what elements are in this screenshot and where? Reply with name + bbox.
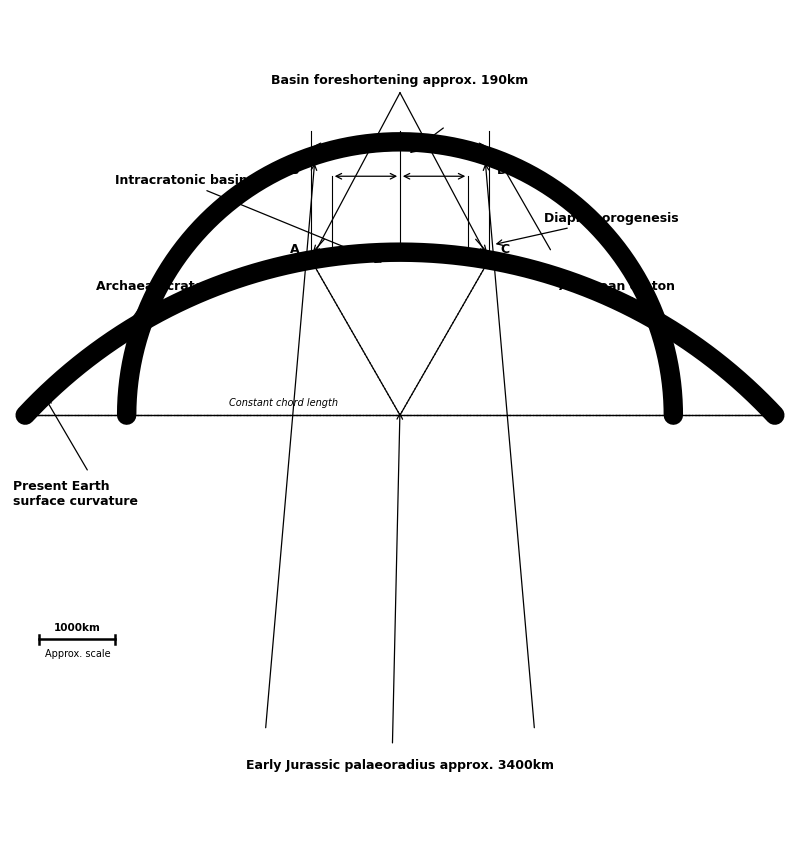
Text: Intracratonic basin: Intracratonic basin [115,173,381,262]
Text: B: B [290,164,300,178]
Text: Archaean craton: Archaean craton [559,280,690,343]
Text: 1000km: 1000km [54,623,101,633]
Text: Approx. scale: Approx. scale [45,649,110,659]
Text: Diapiric orogenesis: Diapiric orogenesis [497,212,679,245]
Text: D: D [497,164,507,178]
Text: Constant chord length: Constant chord length [229,398,338,408]
Text: C: C [500,243,510,256]
Text: Early Jurassic palaeoradius approx. 3400km: Early Jurassic palaeoradius approx. 3400… [246,759,554,772]
Text: A: A [290,243,300,256]
Text: Basin foreshortening approx. 190km: Basin foreshortening approx. 190km [271,74,529,87]
Text: Present Earth
surface curvature: Present Earth surface curvature [13,480,138,508]
Text: Archaean craton: Archaean craton [96,280,212,332]
